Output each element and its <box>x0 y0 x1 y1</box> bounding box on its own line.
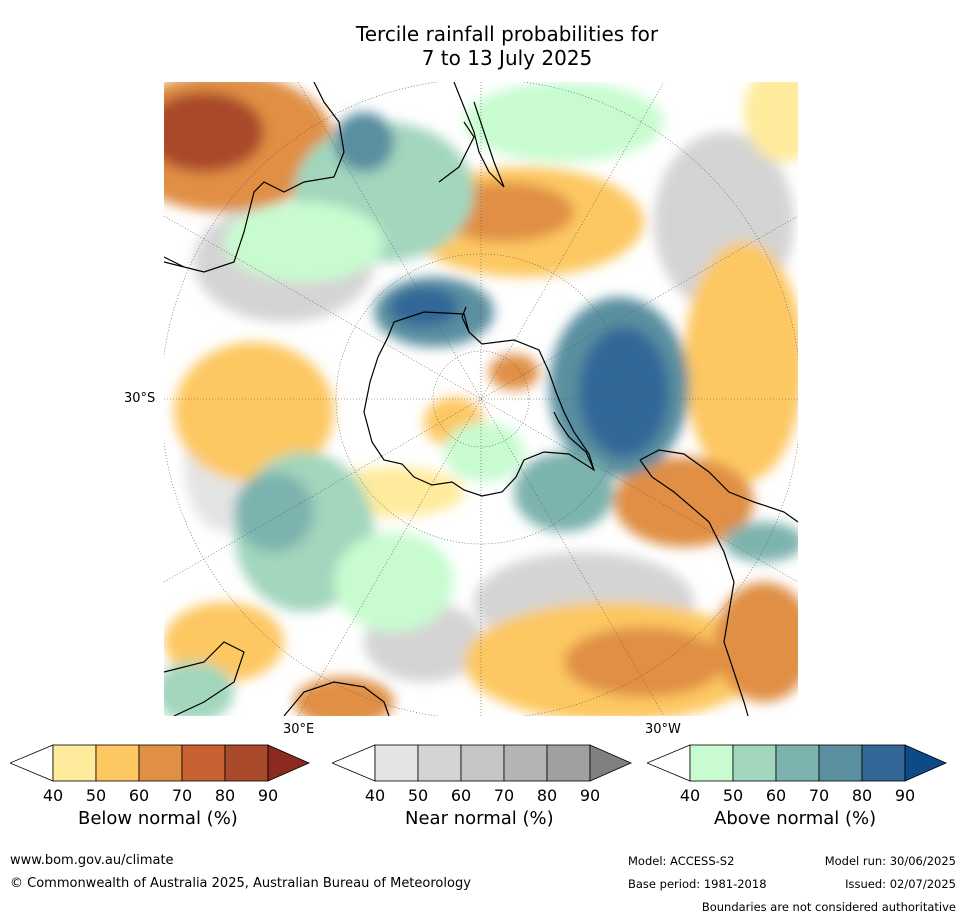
map-title: Tercile rainfall probabilities for 7 to … <box>0 22 965 70</box>
polar-map-svg <box>164 82 798 716</box>
tick-label: 70 <box>808 786 830 805</box>
tick-label: 80 <box>536 786 558 805</box>
lon-label-30w: 30°W <box>645 722 681 737</box>
copyright-notice: © Commonwealth of Australia 2025, Austra… <box>10 876 471 891</box>
model-run-date: Model run: 30/06/2025 <box>824 854 956 868</box>
tick-label: 40 <box>364 786 386 805</box>
tick-label: 90 <box>257 786 279 805</box>
base-period: Base period: 1981-2018 <box>628 877 767 891</box>
tick-label: 40 <box>42 786 64 805</box>
tick-label: 70 <box>171 786 193 805</box>
website-link[interactable]: www.bom.gov.au/climate <box>10 853 174 868</box>
tick-label: 60 <box>765 786 787 805</box>
colorbar-below-normal-swatches <box>8 744 310 782</box>
graticule <box>164 82 798 716</box>
colorbar-near-normal-swatches <box>330 744 632 782</box>
tick-label: 60 <box>128 786 150 805</box>
tick-label: 80 <box>851 786 873 805</box>
colorbar-above-normal: 40 50 60 70 80 90 Above normal (%) <box>645 744 947 829</box>
tick-label: 60 <box>450 786 472 805</box>
tick-label: 50 <box>407 786 429 805</box>
tick-label: 50 <box>85 786 107 805</box>
tick-label: 50 <box>722 786 744 805</box>
tick-label: 80 <box>214 786 236 805</box>
lon-label-30e: 30°E <box>283 722 315 737</box>
title-line-1: Tercile rainfall probabilities for <box>355 22 659 46</box>
colorbar-above-normal-label: Above normal (%) <box>714 808 877 829</box>
coastlines <box>164 82 798 716</box>
colorbar-above-normal-swatches <box>645 744 947 782</box>
colorbar-near-normal-label: Near normal (%) <box>405 808 554 829</box>
boundaries-disclaimer: Boundaries are not considered authoritat… <box>701 900 956 914</box>
model-name: Model: ACCESS-S2 <box>628 854 735 868</box>
colorbar-below-normal: 40 50 60 70 80 90 Below normal (%) <box>8 744 310 829</box>
colorbar-near-normal: 40 50 60 70 80 90 Near normal (%) <box>330 744 632 829</box>
colorbar-below-normal-label: Below normal (%) <box>78 808 238 829</box>
probability-shading <box>164 82 798 716</box>
tick-label: 90 <box>579 786 601 805</box>
tick-label: 90 <box>894 786 916 805</box>
lat-label-30s: 30°S <box>124 391 156 406</box>
title-line-2: 7 to 13 July 2025 <box>421 46 593 70</box>
polar-map[interactable] <box>164 82 798 716</box>
issued-date: Issued: 02/07/2025 <box>845 877 956 891</box>
tick-label: 70 <box>493 786 515 805</box>
tick-label: 40 <box>679 786 701 805</box>
